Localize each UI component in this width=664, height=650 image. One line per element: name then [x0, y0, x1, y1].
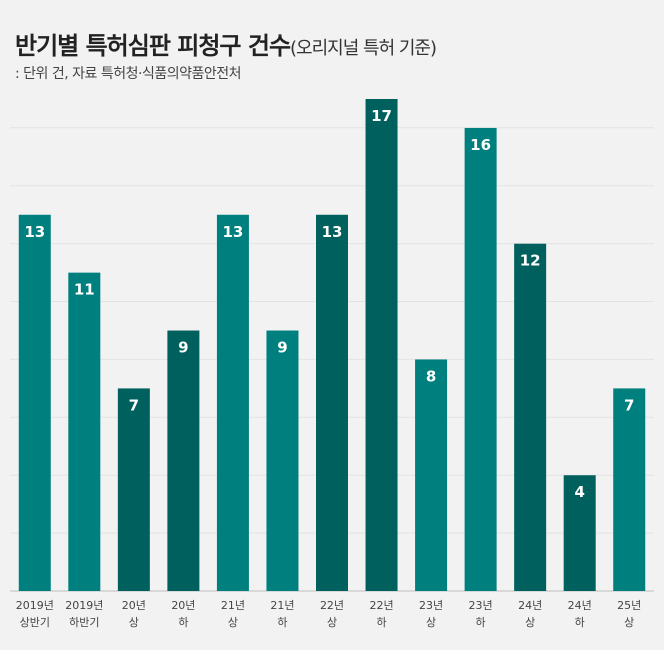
- bar: [216, 214, 249, 591]
- bars: [18, 99, 646, 592]
- value-labels: 13 11 7 9 13 9 13 17 8 16 12 4 7: [24, 107, 634, 501]
- tick-label: 23년: [469, 599, 493, 612]
- chart-title-suffix: (오리지널 특허 기준): [290, 38, 437, 59]
- tick-label: 상: [327, 616, 337, 629]
- tick-label: 23년: [419, 599, 443, 612]
- bar: [68, 272, 101, 591]
- tick-label: 하: [178, 615, 188, 629]
- data-label: 13: [24, 223, 45, 241]
- data-label: 17: [371, 107, 392, 125]
- bar: [365, 99, 398, 591]
- tick-label: 2019년: [65, 599, 103, 612]
- tick-label: 하반기: [69, 615, 99, 629]
- data-label: 16: [470, 136, 491, 154]
- data-label: 4: [574, 483, 584, 501]
- bar: [117, 388, 150, 591]
- data-label: 13: [322, 223, 343, 241]
- data-label: 7: [129, 396, 139, 414]
- tick-label: 하: [476, 615, 486, 629]
- bar: [613, 388, 646, 591]
- data-label: 8: [426, 367, 436, 385]
- bar: [415, 359, 448, 591]
- tick-label: 상: [426, 616, 436, 629]
- tick-label: 21년: [270, 599, 294, 612]
- tick-label: 24년: [568, 599, 592, 612]
- tick-label: 하: [277, 615, 287, 629]
- tick-label: 하: [575, 615, 585, 629]
- tick-label: 2019년: [16, 599, 54, 612]
- data-label: 7: [624, 396, 634, 414]
- data-label: 12: [520, 252, 541, 270]
- tick-label: 20년: [122, 599, 146, 612]
- tick-label: 상: [129, 616, 139, 629]
- tick-label: 상반기: [20, 616, 50, 629]
- data-label: 9: [277, 339, 287, 357]
- tick-label: 22년: [369, 599, 393, 612]
- tick-label: 상: [525, 616, 535, 629]
- tick-label: 상: [228, 616, 238, 629]
- tick-label: 21년: [221, 599, 245, 612]
- tick-label: 상: [624, 616, 634, 629]
- bar: [514, 243, 547, 592]
- tick-label: 22년: [320, 599, 344, 612]
- chart-title-main: 반기별 특허심판 피청구 건수: [15, 32, 291, 60]
- tick-label: 하: [376, 615, 386, 629]
- bar: [266, 330, 299, 591]
- tick-label: 24년: [518, 599, 542, 612]
- chart-subtitle: : 단위 건, 자료 특허청·식품의약품안전처: [15, 66, 242, 82]
- tick-label: 25년: [617, 599, 641, 612]
- tick-label: 20년: [171, 599, 195, 612]
- data-label: 11: [74, 281, 95, 299]
- bar: [563, 475, 596, 591]
- chart-title: 반기별 특허심판 피청구 건수(오리지널 특허 기준): [15, 26, 437, 61]
- data-label: 13: [222, 223, 243, 241]
- data-label: 9: [178, 339, 188, 357]
- bar: [316, 214, 348, 591]
- bar: [167, 330, 200, 591]
- bar: [18, 214, 51, 591]
- bar: [464, 127, 497, 592]
